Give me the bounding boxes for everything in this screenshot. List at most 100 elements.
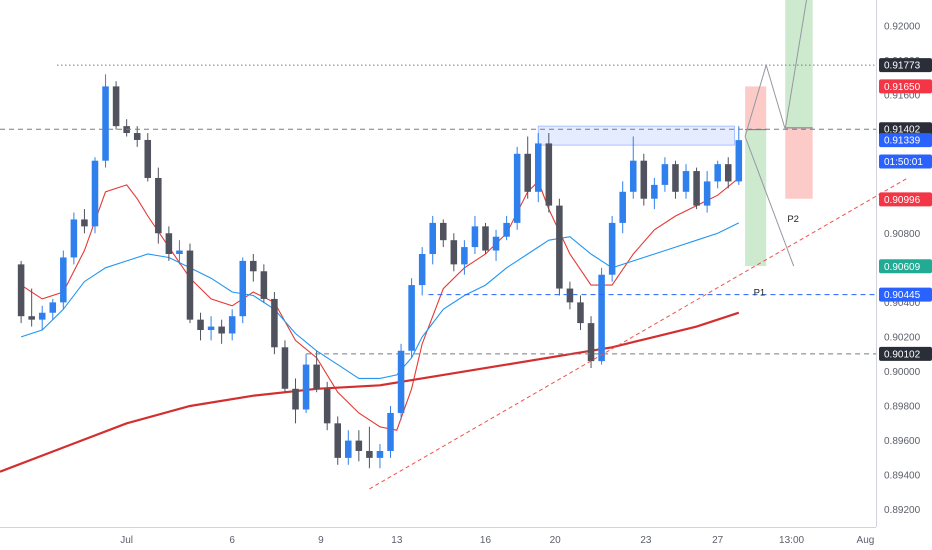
candle-body bbox=[672, 164, 679, 192]
candle bbox=[440, 219, 447, 248]
candle bbox=[91, 157, 99, 234]
candle-body bbox=[482, 226, 489, 251]
x-tick-label: 13:00 bbox=[779, 535, 804, 546]
candle-body bbox=[292, 388, 299, 410]
candle bbox=[524, 136, 531, 199]
candle bbox=[492, 229, 500, 261]
moving-average-line bbox=[20, 222, 740, 379]
candle bbox=[28, 288, 35, 327]
candle bbox=[176, 240, 183, 265]
position-stop-zone bbox=[785, 127, 813, 199]
drawing-lines: P1 P2 bbox=[0, 0, 908, 490]
candle-body bbox=[397, 350, 405, 413]
candle bbox=[640, 153, 648, 206]
price-tag-label: 0.91773 bbox=[884, 61, 921, 72]
candle bbox=[651, 177, 658, 210]
time-axis[interactable]: Jul 6 9 13 16 20 23 27 13:00 Aug bbox=[120, 535, 874, 546]
price-tag bbox=[879, 287, 932, 302]
candle-body bbox=[323, 388, 331, 424]
candle bbox=[355, 430, 363, 462]
candle bbox=[281, 340, 289, 393]
candle-body bbox=[165, 233, 173, 254]
candle-body bbox=[440, 222, 447, 241]
price-tag-label: 0.90996 bbox=[884, 195, 921, 206]
candle-body bbox=[302, 364, 310, 410]
price-axis[interactable]: 0.920000.918000.916000.914000.912000.910… bbox=[879, 21, 932, 516]
candle bbox=[661, 157, 669, 192]
candle bbox=[397, 343, 405, 420]
candle bbox=[566, 281, 574, 310]
candle-body bbox=[471, 226, 479, 248]
candle-body bbox=[366, 450, 373, 458]
x-tick-label: 20 bbox=[550, 535, 562, 546]
y-tick-label: 0.90200 bbox=[884, 332, 921, 343]
candle bbox=[323, 381, 331, 431]
candle bbox=[418, 247, 426, 296]
x-tick-label: 6 bbox=[229, 535, 235, 546]
moving-average-line bbox=[20, 177, 740, 431]
x-tick-label: 16 bbox=[480, 535, 492, 546]
candle-body bbox=[408, 285, 415, 351]
y-tick-label: 0.90800 bbox=[884, 229, 921, 240]
candle-body bbox=[556, 205, 563, 289]
candle-body bbox=[355, 440, 363, 451]
candle-body bbox=[197, 319, 204, 331]
candle-body bbox=[534, 143, 542, 192]
candle bbox=[461, 240, 468, 275]
price-tag-label: 0.90102 bbox=[884, 349, 921, 360]
price-tag-label: 0.90609 bbox=[884, 262, 921, 273]
candle-body bbox=[587, 323, 595, 362]
candle bbox=[260, 264, 268, 303]
candle-body bbox=[651, 184, 658, 199]
x-tick-label: 9 bbox=[318, 535, 324, 546]
candle bbox=[250, 253, 257, 282]
candle bbox=[598, 267, 605, 365]
candle-body bbox=[566, 288, 574, 303]
price-tag-label: 0.91402 bbox=[884, 125, 921, 136]
price-tag bbox=[879, 133, 932, 148]
y-tick-label: 0.89400 bbox=[884, 471, 921, 482]
candle bbox=[207, 316, 215, 341]
candle-body bbox=[70, 219, 78, 258]
candle bbox=[186, 243, 194, 324]
moving-average-line bbox=[0, 311, 740, 473]
candle-body bbox=[629, 160, 637, 192]
candle-body bbox=[239, 260, 247, 317]
price-tag-label: 0.91339 bbox=[884, 136, 921, 147]
support-trendline bbox=[369, 177, 908, 490]
candle bbox=[302, 354, 310, 413]
candle-body bbox=[228, 316, 236, 334]
projection-path bbox=[744, 0, 808, 137]
candle bbox=[471, 215, 479, 254]
candle-body bbox=[418, 253, 426, 286]
candle-body bbox=[91, 160, 99, 227]
price-tag bbox=[879, 58, 932, 73]
candle-body bbox=[640, 160, 648, 199]
candle-body bbox=[260, 271, 268, 299]
candle-body bbox=[513, 153, 521, 223]
y-tick-label: 0.90000 bbox=[884, 367, 921, 378]
candle-body bbox=[250, 260, 257, 272]
candle bbox=[38, 305, 46, 331]
candle-body bbox=[661, 164, 669, 185]
price-tag bbox=[879, 79, 932, 94]
x-tick-label: 23 bbox=[640, 535, 652, 546]
candle-body bbox=[81, 219, 88, 227]
candle-body bbox=[28, 316, 35, 320]
candle bbox=[534, 133, 542, 203]
candle-body bbox=[693, 171, 700, 206]
position-target-zone bbox=[745, 129, 767, 267]
drawing-zones bbox=[537, 0, 813, 267]
candle-body bbox=[387, 412, 394, 451]
y-tick-label: 0.89600 bbox=[884, 436, 921, 447]
candle bbox=[608, 215, 616, 282]
candle bbox=[49, 298, 57, 320]
price-tag bbox=[879, 346, 932, 361]
position-stop-zone bbox=[745, 86, 767, 130]
candle bbox=[165, 226, 173, 261]
candle bbox=[197, 312, 204, 341]
price-tag bbox=[879, 192, 932, 207]
candle-body bbox=[49, 302, 57, 313]
candle-body bbox=[271, 298, 278, 348]
